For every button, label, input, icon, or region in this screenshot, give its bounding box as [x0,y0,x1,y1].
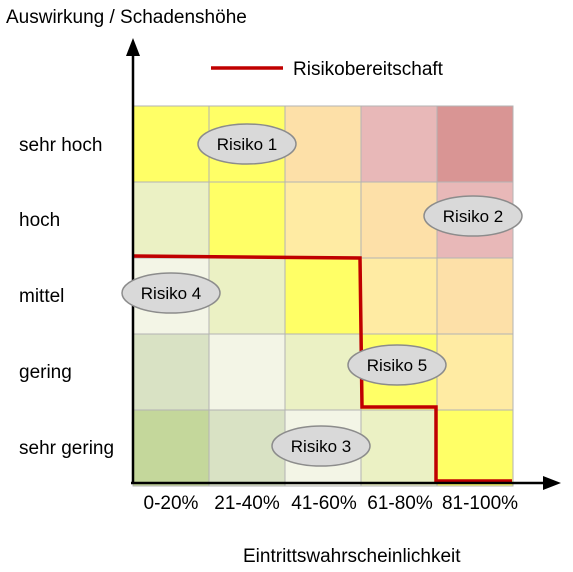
risk-bubble-shape [423,195,523,237]
risk-bubble-shape [197,123,297,165]
row-labels: sehr hoch hoch mittel gering sehr gering [19,135,114,459]
column-label: 41-60% [291,493,357,514]
risk-bubble-label: Risiko 2 [443,207,503,226]
risk-bubble[interactable]: Risiko 4 [121,272,221,314]
row-label: sehr hoch [19,135,102,156]
column-label: 0-20% [144,493,199,514]
column-labels: 0-20% 21-40% 41-60% 61-80% 81-100% [144,493,519,514]
risk-bubble[interactable]: Risiko 5 [347,344,447,386]
matrix-cell [436,257,514,335]
matrix-cell [132,105,210,183]
row-label: hoch [19,210,60,231]
matrix-cell [284,181,362,259]
matrix-cell [436,409,514,487]
risk-bubble[interactable]: Risiko 2 [423,195,523,237]
legend-label: Risikobereitschaft [293,59,444,80]
column-label: 81-100% [442,493,518,514]
column-label: 21-40% [214,493,280,514]
risk-bubble-label: Risiko 1 [217,135,277,154]
matrix-cell [208,181,286,259]
risk-appetite-line [132,254,512,483]
x-axis-arrow-icon [543,476,561,490]
matrix-cell [436,105,514,183]
column-label: 61-80% [367,493,433,514]
matrix-cell [436,333,514,411]
axes [126,38,561,490]
risk-bubble-shape [121,272,221,314]
risk-bubble-shape [347,344,447,386]
row-label: mittel [19,286,64,307]
matrix-cell [208,257,286,335]
matrix-cell [208,333,286,411]
y-axis-title: Auswirkung / Schadenshöhe [6,7,247,28]
matrix-cell [284,333,362,411]
matrix-cell [360,105,438,183]
matrix-cell [284,257,362,335]
matrix-grid [132,105,514,487]
legend: Risikobereitschaft [211,59,444,80]
matrix-cell [132,333,210,411]
x-axis-title: Eintrittswahrscheinlichkeit [243,546,461,567]
matrix-cell [284,105,362,183]
matrix-cell [132,409,210,487]
row-label: gering [19,362,72,383]
matrix-cell [132,181,210,259]
row-label: sehr gering [19,438,114,459]
risk-bubble-label: Risiko 5 [367,356,427,375]
y-axis-arrow-icon [126,38,140,56]
risk-bubble-label: Risiko 4 [141,284,201,303]
risk-bubble[interactable]: Risiko 1 [197,123,297,165]
risk-bubble-label: Risiko 3 [291,437,351,456]
matrix-cell [360,409,438,487]
matrix-cell [360,257,438,335]
risk-bubble[interactable]: Risiko 3 [271,425,371,467]
risk-bubble-shape [271,425,371,467]
